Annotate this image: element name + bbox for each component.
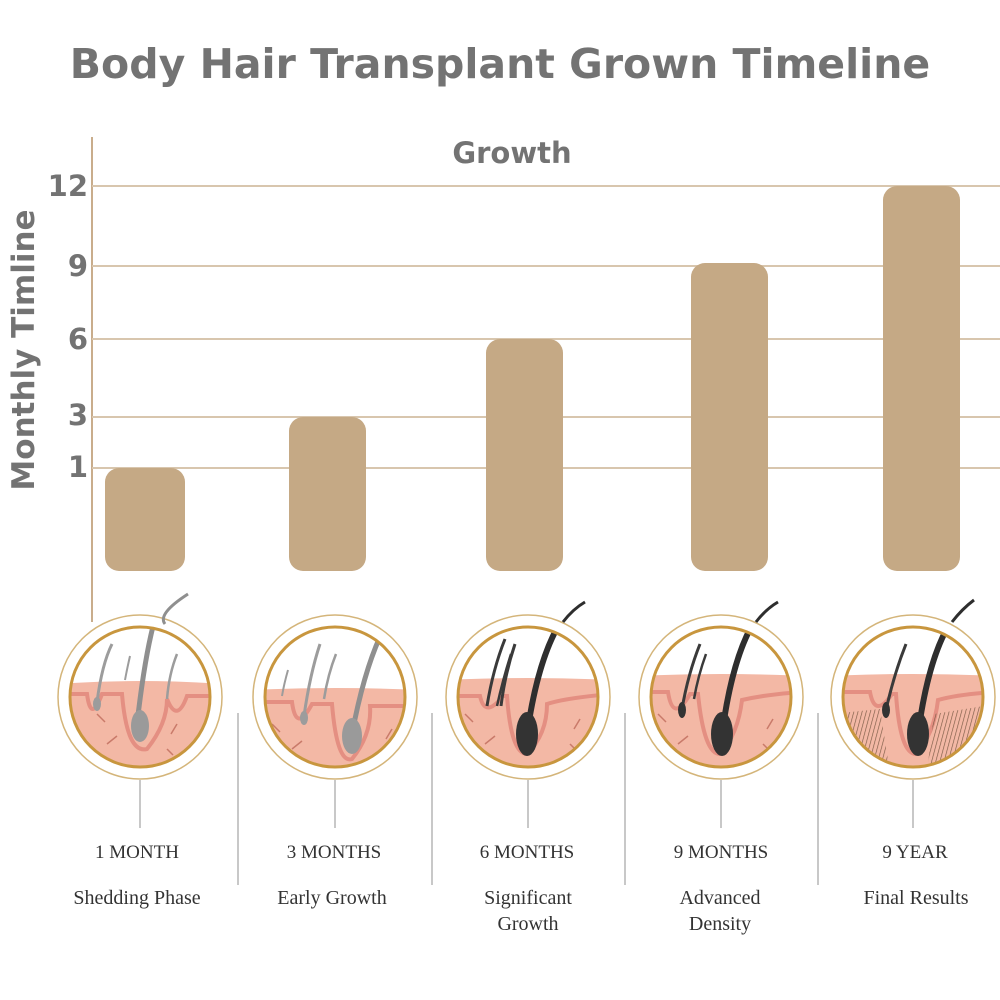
- stage-period-5: 9 YEAR: [882, 842, 948, 863]
- stage-period-1: 1 MONTH: [95, 842, 179, 863]
- connector-line: [334, 780, 336, 828]
- stage-period-3: 6 MONTHS: [479, 842, 575, 863]
- bar-3-months: [289, 417, 366, 571]
- y-tick-6: 6: [67, 322, 88, 356]
- stage-description-1: Shedding Phase: [73, 887, 201, 909]
- chart-title: Body Hair Transplant Grown Timeline: [69, 40, 931, 88]
- separator-line: [237, 713, 239, 885]
- connector-line: [912, 780, 914, 828]
- bar-9-months: [691, 263, 768, 571]
- connector-line: [139, 780, 141, 828]
- hair-follicle-early-growth-icon: [252, 614, 418, 780]
- chart-subtitle: Growth: [452, 136, 572, 170]
- y-axis-line: [91, 137, 93, 622]
- connector-line: [720, 780, 722, 828]
- separator-line: [817, 713, 819, 885]
- hair-follicle-final-results-icon: [830, 598, 996, 780]
- separator-line: [431, 713, 433, 885]
- bar-9-year: [883, 186, 960, 571]
- stage-description-5: Final Results: [863, 887, 969, 909]
- gridline-12: [92, 185, 1000, 187]
- separator-line: [624, 713, 626, 885]
- connector-line: [527, 780, 529, 828]
- stage-period-4: 9 MONTHS: [673, 842, 769, 863]
- hair-follicle-significant-growth-icon: [445, 600, 611, 780]
- y-tick-12: 12: [47, 169, 88, 203]
- hair-follicle-shedding-icon: [57, 592, 223, 780]
- stage-description-4: Advanced Density: [679, 887, 761, 935]
- stage-description-2: Early Growth: [277, 887, 387, 909]
- gridline-9: [92, 265, 1000, 267]
- bar-6-months: [486, 339, 563, 571]
- y-tick-1: 1: [67, 450, 88, 484]
- hair-follicle-advanced-density-icon: [638, 600, 804, 780]
- stage-description-3: Significant Growth: [484, 887, 572, 935]
- stage-period-2: 3 MONTHS: [286, 842, 382, 863]
- y-tick-9: 9: [67, 249, 88, 283]
- y-tick-3: 3: [67, 398, 88, 432]
- bar-1-month: [105, 468, 185, 571]
